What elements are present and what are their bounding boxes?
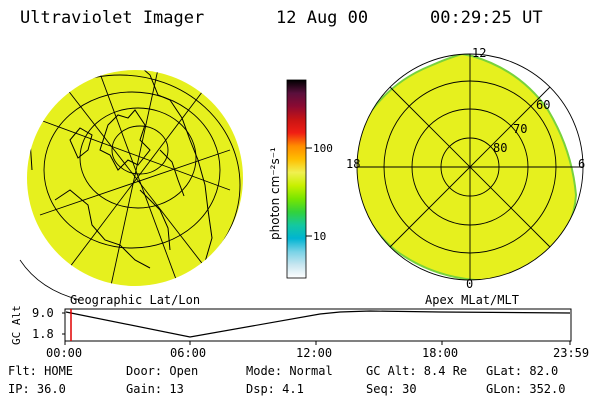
earth-disk: [27, 70, 243, 286]
terminator-arc: [19, 259, 81, 301]
geo-latitude: GLat: 82.0: [486, 364, 559, 378]
mlt-label-6: 6: [578, 157, 586, 171]
mlat-label-70: 70: [513, 122, 528, 136]
geo-longitude: GLon: 352.0: [486, 382, 566, 396]
time-tick-1200: 12:00: [296, 346, 333, 360]
altitude-curve: [65, 310, 571, 338]
mlt-label-0: 0: [466, 277, 474, 291]
door-status: Door: Open: [126, 364, 199, 378]
magnetic-image: [356, 53, 584, 281]
time-tick-2359: 23:59: [553, 346, 590, 360]
mlt-label-18: 18: [346, 157, 361, 171]
magnetic-panel-label: Apex MLat/MLT: [425, 293, 519, 307]
sequence-value: Seq: 30: [366, 382, 417, 396]
gain-value: Gain: 13: [126, 382, 184, 396]
mlat-label-80: 80: [493, 141, 508, 155]
time-tick-1800: 18:00: [422, 346, 459, 360]
dsp-value: Dsp: 4.1: [246, 382, 304, 396]
altitude-ytick-1-8: 1.8: [32, 327, 54, 341]
time-tick-0000: 00:00: [46, 346, 83, 360]
mlat-label-60: 60: [536, 98, 551, 112]
geographic-panel-label: Geographic Lat/Lon: [70, 293, 201, 307]
altitude-axis-label: GC Alt: [10, 305, 23, 345]
image-date: 12 Aug 00: [276, 8, 369, 28]
flight-status: Flt: HOME: [8, 364, 74, 378]
geographic-image: [19, 70, 243, 301]
altitude-plot: GC Alt: [10, 305, 572, 345]
image-time: 00:29:25 UT: [430, 8, 543, 28]
time-tick-0600: 06:00: [170, 346, 207, 360]
mode-status: Mode: Normal: [246, 364, 333, 378]
instrument-title: Ultraviolet Imager: [20, 8, 205, 28]
colorbar: 100 10 photon cm⁻²s⁻¹: [268, 79, 333, 279]
colorbar-tick-label-10: 10: [313, 230, 326, 243]
colorbar-scale: [286, 79, 307, 279]
colorbar-unit-label: photon cm⁻²s⁻¹: [268, 147, 282, 240]
gc-altitude: GC Alt: 8.4 Re: [366, 364, 468, 378]
altitude-ytick-9: 9.0: [32, 306, 54, 320]
mlt-label-12: 12: [472, 46, 487, 60]
ip-value: IP: 36.0: [8, 382, 66, 396]
altitude-plot-frame: [64, 308, 572, 342]
mlat-mlt-grid: [356, 53, 584, 281]
colorbar-tick-label-100: 100: [313, 142, 333, 155]
